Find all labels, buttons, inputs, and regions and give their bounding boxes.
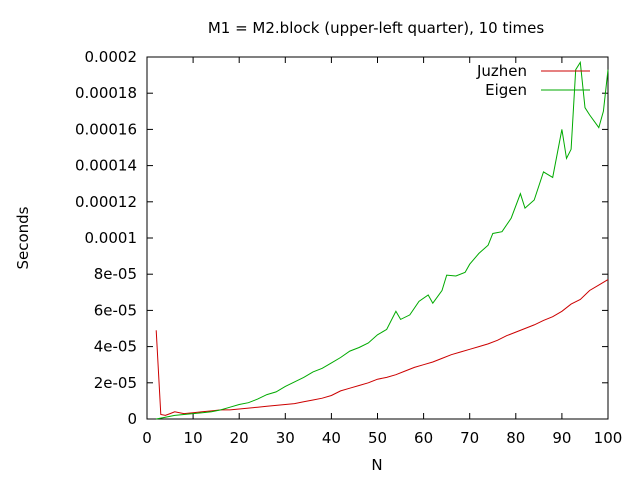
y-tick-label: 0.0002 [85, 48, 138, 66]
chart-title: M1 = M2.block (upper-left quarter), 10 t… [208, 19, 545, 37]
plot-frame [146, 56, 609, 420]
y-tick-label: 0.00012 [75, 193, 137, 211]
y-tick-label: 0.00014 [75, 157, 137, 175]
x-tick-label: 90 [552, 429, 571, 447]
x-tick-label: 60 [414, 429, 433, 447]
legend-label-eigen: Eigen [485, 81, 527, 99]
y-axis-label: Seconds [14, 206, 32, 269]
series-line-eigen [156, 60, 609, 420]
x-tick-label: 70 [460, 429, 479, 447]
legend-label-juzhen: Juzhen [476, 62, 527, 80]
x-tick-label: 10 [184, 429, 203, 447]
x-axis-label: N [371, 456, 382, 474]
y-tick-label: 0.00016 [75, 120, 137, 138]
x-tick-label: 80 [506, 429, 525, 447]
x-tick-label: 0 [142, 429, 152, 447]
x-tick-label: 40 [322, 429, 341, 447]
x-tick-label: 100 [594, 429, 623, 447]
x-tick-label: 50 [368, 429, 387, 447]
y-tick-label: 8e-05 [94, 265, 137, 283]
y-tick-label: 0.00018 [75, 84, 137, 102]
y-tick-label: 2e-05 [94, 374, 137, 392]
y-tick-label: 6e-05 [94, 301, 137, 319]
x-tick-label: 30 [276, 429, 295, 447]
series-lines [155, 60, 609, 420]
series-line-juzhen [155, 279, 609, 416]
axis-ticks: 0 10 20 30 40 50 60 70 80 90 100 0 2e-05 4e-05 6e-05 8e… [75, 48, 622, 447]
y-tick-label: 0 [127, 410, 137, 428]
y-tick-label: 0.0001 [85, 229, 138, 247]
x-tick-label: 20 [230, 429, 249, 447]
y-tick-label: 4e-05 [94, 338, 137, 356]
